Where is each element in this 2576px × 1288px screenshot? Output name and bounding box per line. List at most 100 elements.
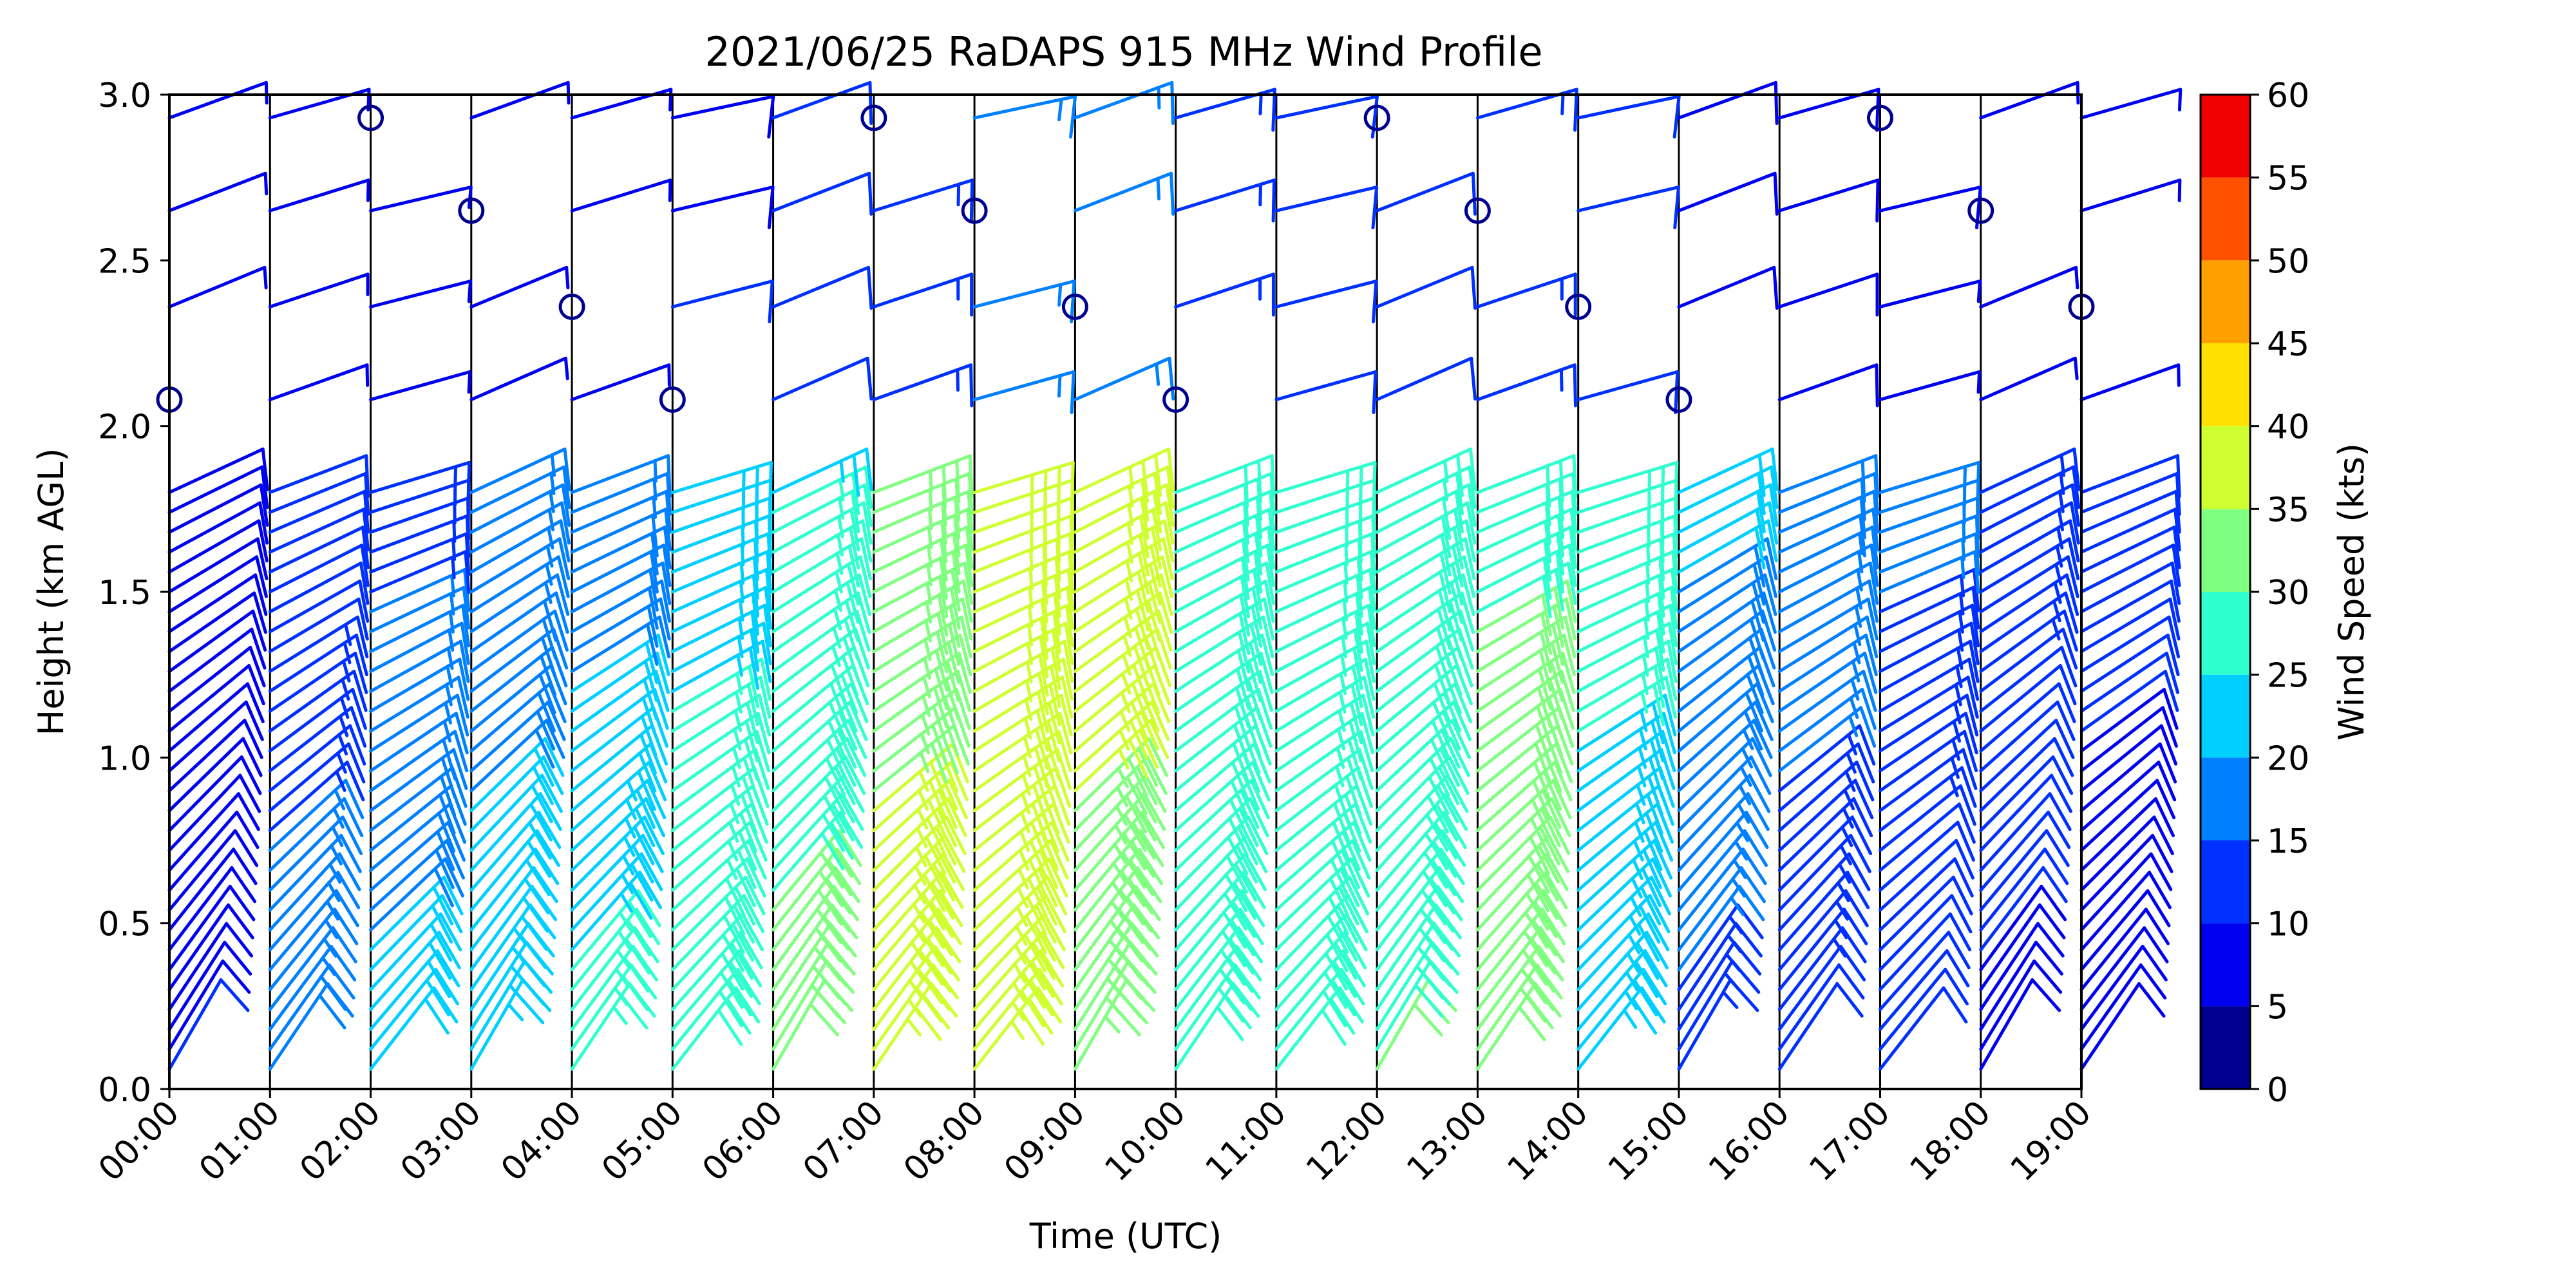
wind-barb-feather: [1757, 453, 1766, 497]
wind-barb-shaft: [1777, 706, 1863, 773]
wind-barb-feather: [1768, 501, 1779, 545]
wind-barb-shaft: [570, 579, 664, 634]
wind-barb-feather: [1154, 453, 1162, 497]
wind-barb-shaft: [670, 514, 771, 554]
wind-barb-half-feather: [1643, 616, 1650, 640]
wind-barb-shaft: [1375, 447, 1472, 495]
wind-barb-shaft: [1375, 501, 1470, 554]
wind-barb-feather: [1230, 779, 1249, 820]
wind-barb-shaft: [1577, 676, 1668, 733]
wind-barb-half-feather: [1123, 615, 1133, 639]
wind-barb-shaft: [2079, 889, 2150, 972]
wind-barb-feather: [1144, 773, 1167, 813]
wind-barb-feather: [1868, 561, 1879, 605]
wind-barb-feather: [1021, 971, 1046, 1009]
wind-barb-feather: [1453, 507, 1464, 552]
wind-barb-feather: [530, 784, 553, 824]
wind-barb-shaft: [1375, 483, 1470, 534]
wind-barb-shaft: [772, 940, 830, 1031]
wind-barb-shaft: [570, 724, 654, 793]
wind-barb-feather: [359, 561, 370, 605]
wind-barb-shaft: [972, 460, 1075, 495]
wind-barb-half-feather: [923, 638, 932, 661]
wind-barb-shaft: [1475, 706, 1561, 773]
wind-barb-half-feather: [1024, 697, 1032, 721]
wind-barb-feather: [1061, 676, 1074, 719]
wind-barb-shaft: [369, 478, 471, 514]
wind-barb-feather: [856, 591, 871, 634]
wind-barb-feather: [1039, 949, 1065, 988]
wind-barb-feather: [1430, 858, 1457, 896]
wind-barb-half-feather: [1961, 537, 1965, 562]
wind-barb-feather: [1866, 597, 1879, 641]
wind-barb-shaft: [972, 550, 1071, 594]
wind-barb-half-feather: [1728, 914, 1744, 935]
wind-barb-half-feather: [921, 694, 931, 717]
wind-barb-half-feather: [1336, 727, 1346, 751]
wind-barb-feather: [535, 728, 555, 769]
wind-barb-feather: [1875, 178, 1880, 223]
wind-barb-feather: [654, 669, 670, 712]
wind-barb-feather: [1028, 978, 1054, 1017]
y-tick-label: 0.0: [98, 1071, 151, 1110]
wind-barb-shaft: [1979, 922, 2040, 1011]
wind-barb-feather: [825, 877, 852, 914]
wind-barb-shaft: [1979, 959, 2036, 1051]
wind-barb-feather: [255, 555, 268, 598]
wind-barb-half-feather: [1742, 728, 1754, 750]
wind-barb-feather: [1426, 794, 1450, 834]
wind-barb-feather: [341, 815, 363, 855]
wind-barb-half-feather: [924, 619, 932, 643]
wind-barb-feather: [1126, 775, 1148, 815]
wind-barb-half-feather: [336, 752, 347, 774]
wind-barb-feather: [1254, 531, 1263, 576]
wind-barb-feather: [365, 454, 370, 498]
wind-barb-half-feather: [1639, 709, 1648, 732]
wind-barb-feather: [647, 605, 659, 648]
wind-barb-feather: [667, 454, 672, 498]
wind-barb-feather: [1550, 797, 1571, 838]
wind-barb-shaft: [167, 555, 259, 614]
wind-barb-feather: [1036, 690, 1049, 734]
wind-barb-feather: [563, 447, 571, 491]
wind-barb-feather: [1162, 519, 1175, 563]
wind-barb-shaft: [1274, 550, 1373, 594]
wind-barb-shaft: [1274, 370, 1378, 401]
wind-barb-feather: [1430, 738, 1450, 779]
wind-barb-half-feather: [833, 589, 843, 612]
wind-barb-feather: [1419, 907, 1446, 944]
wind-barb-feather: [2161, 706, 2178, 748]
wind-barb-shaft: [1375, 645, 1460, 713]
wind-barb-shaft: [268, 579, 362, 634]
wind-barb-half-feather: [1113, 824, 1128, 845]
wind-barb-half-feather: [613, 986, 629, 1007]
wind-barb-half-feather: [922, 675, 931, 699]
wind-barb-feather: [1339, 867, 1360, 907]
wind-barb-feather: [560, 501, 571, 545]
wind-barb-feather: [1460, 591, 1475, 634]
wind-barb-feather: [2045, 829, 2070, 867]
wind-barb-shaft: [670, 802, 753, 872]
wind-barb-shaft: [1979, 447, 2076, 495]
wind-barb-feather: [927, 918, 954, 956]
wind-barb-shaft: [772, 447, 869, 495]
wind-barb-feather: [1069, 95, 1077, 139]
wind-barb-shaft: [1375, 265, 1474, 308]
wind-barb-shaft: [1375, 959, 1432, 1051]
wind-barb-feather: [2172, 544, 2181, 587]
wind-barb-shaft: [2079, 615, 2171, 674]
wind-barb-shaft: [1878, 621, 1973, 674]
wind-barb-feather: [1270, 454, 1276, 498]
wind-barb-feather: [452, 748, 468, 790]
wind-barb-feather: [821, 813, 845, 852]
wind-barb-feather: [641, 696, 658, 739]
wind-barb-feather: [861, 519, 873, 563]
wind-barb-half-feather: [1122, 634, 1132, 658]
wind-barb-shaft: [2079, 871, 2152, 952]
wind-barb-feather: [951, 568, 961, 612]
wind-barb-feather: [247, 664, 265, 706]
wind-barb-half-feather: [451, 555, 456, 580]
wind-barb-feather: [339, 833, 362, 873]
wind-barb-feather: [525, 858, 551, 896]
